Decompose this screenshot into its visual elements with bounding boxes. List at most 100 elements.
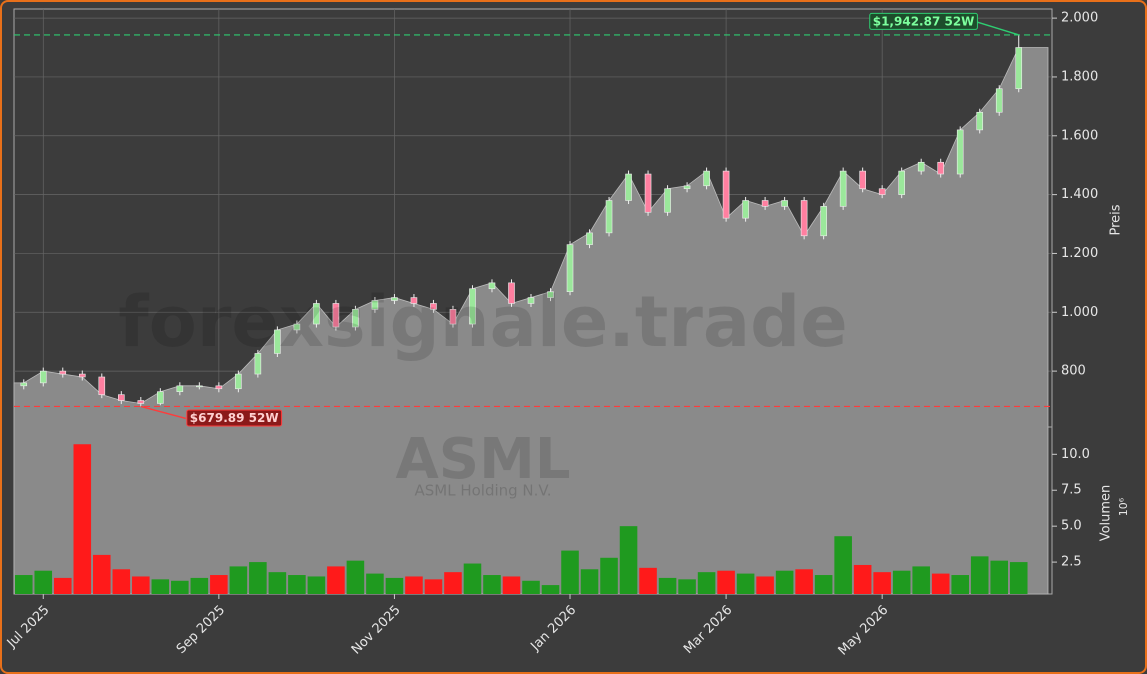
- annotation-label: $1,942.87 52W: [873, 14, 975, 28]
- candle-body: [410, 297, 418, 304]
- volume-bar: [873, 572, 891, 594]
- candle-body: [430, 303, 437, 310]
- candle-body: [761, 200, 769, 207]
- candle-body: [644, 173, 652, 213]
- volume-bar: [502, 576, 521, 594]
- volume-bar: [912, 566, 930, 594]
- candle-body: [332, 303, 340, 328]
- candle-body: [488, 282, 496, 290]
- volume-bar: [931, 573, 950, 594]
- candle-body: [469, 288, 476, 325]
- volume-bar: [268, 572, 287, 594]
- volume-bar: [541, 585, 560, 594]
- candle-body: [1015, 47, 1023, 90]
- volume-bar: [34, 570, 53, 594]
- volume-bar: [795, 569, 813, 594]
- y-tick-label: 1.600: [1061, 128, 1098, 143]
- candle-body: [274, 329, 281, 354]
- candle-body: [391, 297, 398, 301]
- annotation-label: $679.89 52W: [190, 411, 279, 425]
- watermark: forexsignale.trade: [118, 281, 847, 363]
- volume-bar: [483, 575, 501, 594]
- volume-bar: [736, 573, 755, 594]
- candle-body: [703, 170, 710, 187]
- volume-bar: [210, 575, 228, 594]
- volume-bar: [580, 569, 599, 594]
- candle-body: [137, 400, 145, 404]
- candle-body: [742, 200, 749, 219]
- candle-body: [254, 353, 262, 375]
- volume-scale-label: 10⁶: [1117, 497, 1130, 516]
- volume-tick-label: 2.5: [1061, 555, 1082, 570]
- volume-bar: [990, 560, 1009, 594]
- volume-bar: [14, 575, 33, 594]
- candle-body: [664, 188, 671, 213]
- x-tick-label: May 2026: [836, 603, 892, 659]
- candle-body: [157, 391, 164, 404]
- candle-body: [937, 161, 944, 175]
- annotation-box: [186, 409, 283, 427]
- volume-bar: [678, 579, 696, 594]
- candle-body: [449, 309, 457, 325]
- candle-body: [196, 385, 203, 388]
- volume-axis-label: Volumen: [1099, 485, 1114, 542]
- volume-bar: [892, 570, 911, 594]
- volume-bar: [112, 569, 131, 594]
- candle-body: [917, 161, 925, 172]
- volume-bar: [970, 556, 989, 594]
- volume-bar: [697, 572, 716, 594]
- volume-bar: [327, 566, 345, 594]
- annotation-arrow: [976, 21, 1019, 36]
- volume-bar: [346, 560, 365, 594]
- candle-body: [371, 300, 379, 310]
- y-tick-label: 800: [1061, 364, 1086, 379]
- volume-bar: [463, 563, 482, 594]
- candle-body: [781, 200, 788, 207]
- y-tick-label: 1.800: [1061, 69, 1098, 84]
- volume-bar: [639, 567, 657, 594]
- volume-bar: [151, 579, 170, 594]
- candle-body: [722, 170, 730, 219]
- candle-body: [98, 376, 106, 395]
- volume-bar: [775, 570, 794, 594]
- candle-body: [839, 170, 847, 207]
- candle-body: [859, 170, 866, 190]
- volume-bar: [951, 575, 969, 594]
- candle-body: [625, 173, 632, 201]
- candle-body: [118, 394, 125, 401]
- volume-bar: [229, 566, 248, 594]
- candle-body: [235, 373, 242, 390]
- x-tick-label: Sep 2025: [174, 603, 228, 657]
- volume-bar: [619, 526, 638, 594]
- candle-body: [956, 129, 964, 175]
- volume-bar: [288, 575, 306, 594]
- candle-body: [508, 282, 515, 304]
- volume-bar: [853, 564, 872, 594]
- volume-bar: [522, 580, 540, 594]
- y-tick-label: 2.000: [1061, 11, 1098, 26]
- volume-bar: [1009, 562, 1028, 594]
- candle-body: [605, 200, 613, 234]
- x-tick-label: Jan 2026: [528, 603, 580, 655]
- y-tick-label: 1.400: [1061, 187, 1098, 202]
- volume-bar: [171, 580, 189, 594]
- candle-body: [313, 303, 320, 325]
- volume-bar: [561, 550, 579, 594]
- candle-body: [820, 206, 827, 237]
- volume-bar: [444, 572, 462, 594]
- candle-body: [878, 188, 886, 195]
- volume-bar: [385, 577, 404, 594]
- volume-tick-label: 7.5: [1061, 483, 1082, 498]
- candle-body: [995, 88, 1003, 113]
- symbol-watermark: ASML: [395, 427, 570, 492]
- volume-bar: [717, 570, 735, 594]
- volume-bar: [93, 554, 111, 594]
- annotation-box: [869, 12, 978, 30]
- volume-bar: [249, 562, 267, 594]
- volume-bar: [658, 577, 677, 594]
- candle-body: [293, 323, 301, 331]
- volume-bar: [73, 444, 92, 594]
- candle-body: [39, 370, 47, 384]
- volume-bar: [132, 576, 150, 594]
